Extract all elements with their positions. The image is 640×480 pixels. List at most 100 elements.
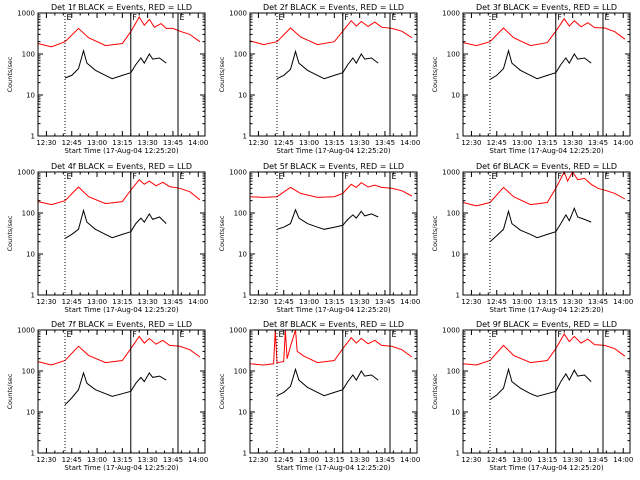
event-marker-label: E	[392, 330, 397, 339]
y-tick-label: 1	[243, 133, 247, 141]
y-tick-label: 100	[447, 210, 460, 218]
x-tick-label: 13:30	[563, 139, 583, 147]
x-tick-label: 13:30	[350, 456, 370, 464]
x-tick-label: 12:30	[248, 139, 268, 147]
y-tick-label: 100	[22, 210, 35, 218]
x-tick-label: 12:45	[487, 456, 507, 464]
y-axis-label: Counts/sec	[431, 215, 439, 251]
x-tick-label: 13:30	[563, 456, 583, 464]
plot-frame	[462, 171, 631, 296]
y-axis-label: Counts/sec	[218, 373, 226, 409]
y-tick-label: 1	[243, 450, 247, 458]
x-tick-label: 12:30	[248, 298, 268, 306]
x-tick-label: 13:30	[563, 298, 583, 306]
x-axis-label: Start Time (17-Aug-04 12:25:20)	[64, 464, 178, 472]
events-series-line	[276, 49, 379, 80]
panel-title: Det 3f BLACK = Events, RED = LLD	[476, 3, 617, 12]
x-tick-label: 13:30	[138, 298, 158, 306]
x-tick-label: 13:30	[350, 139, 370, 147]
panel-title: Det 6f BLACK = Events, RED = LLD	[476, 162, 617, 171]
x-tick-label: 12:45	[487, 298, 507, 306]
x-tick-label: 13:00	[299, 456, 319, 464]
events-series-line	[489, 48, 592, 80]
x-tick-label: 12:30	[461, 298, 481, 306]
lld-series-line	[37, 335, 201, 366]
y-tick-label: 10	[238, 251, 247, 259]
x-tick-label: 13:00	[512, 139, 532, 147]
event-marker-label: E	[278, 330, 283, 339]
x-tick-label: 13:30	[138, 139, 158, 147]
x-tick-label: 13:45	[375, 456, 395, 464]
y-tick-label: 1000	[229, 327, 247, 335]
y-tick-label: 1000	[17, 10, 35, 18]
x-tick-label: 12:45	[274, 456, 294, 464]
plot-frame	[37, 329, 206, 454]
event-marker-label: E	[605, 172, 610, 181]
event-marker-label: F	[557, 13, 562, 22]
lld-series-line	[249, 181, 413, 198]
x-tick-label: 13:00	[512, 298, 532, 306]
y-tick-label: 1	[31, 133, 35, 141]
event-marker-label: F	[557, 330, 562, 339]
y-tick-label: 100	[447, 368, 460, 376]
x-tick-label: 12:30	[461, 139, 481, 147]
events-series-line	[64, 48, 167, 80]
y-tick-label: 10	[238, 409, 247, 417]
x-axis-label: Start Time (17-Aug-04 12:25:20)	[276, 464, 390, 472]
y-tick-label: 1000	[442, 10, 460, 18]
x-tick-label: 14:00	[400, 139, 420, 147]
x-tick-label: 13:00	[87, 139, 107, 147]
x-tick-label: 13:15	[112, 456, 132, 464]
events-series-line	[64, 208, 167, 239]
x-tick-label: 13:15	[537, 298, 557, 306]
event-marker-label: E	[491, 172, 496, 181]
x-tick-label: 13:15	[112, 298, 132, 306]
y-tick-label: 1000	[442, 327, 460, 335]
y-tick-label: 1000	[17, 327, 35, 335]
x-tick-label: 13:00	[299, 139, 319, 147]
event-marker-label: E	[180, 172, 185, 181]
y-axis-label: Counts/sec	[6, 215, 14, 251]
x-axis-label: Start Time (17-Aug-04 12:25:20)	[276, 147, 390, 155]
x-tick-label: 13:45	[375, 139, 395, 147]
x-tick-label: 14:00	[613, 298, 633, 306]
x-tick-label: 14:00	[400, 456, 420, 464]
plot-frame	[462, 329, 631, 454]
y-axis-label: Counts/sec	[6, 373, 14, 409]
x-tick-label: 13:15	[537, 456, 557, 464]
x-tick-label: 12:30	[36, 456, 56, 464]
x-tick-label: 13:45	[163, 456, 183, 464]
x-tick-label: 12:30	[248, 456, 268, 464]
x-tick-label: 13:00	[87, 298, 107, 306]
y-tick-label: 10	[451, 251, 460, 259]
x-tick-label: 12:45	[62, 139, 82, 147]
y-tick-label: 100	[234, 51, 247, 59]
panel-title: Det 8f BLACK = Events, RED = LLD	[263, 320, 404, 329]
y-axis-label: Counts/sec	[218, 215, 226, 251]
y-tick-label: 10	[451, 92, 460, 100]
plot-frame	[249, 171, 418, 296]
event-marker-label: F	[344, 13, 349, 22]
x-tick-label: 12:45	[62, 456, 82, 464]
x-tick-label: 13:15	[324, 139, 344, 147]
y-tick-label: 100	[447, 51, 460, 59]
x-tick-label: 13:30	[138, 456, 158, 464]
x-axis-label: Start Time (17-Aug-04 12:25:20)	[64, 147, 178, 155]
event-marker-label: E	[66, 13, 71, 22]
x-tick-label: 12:30	[36, 139, 56, 147]
events-series-line	[489, 206, 592, 243]
x-tick-label: 14:00	[188, 298, 208, 306]
x-tick-label: 13:15	[324, 298, 344, 306]
events-series-line	[276, 367, 379, 397]
x-tick-label: 12:45	[62, 298, 82, 306]
plot-frame	[249, 12, 418, 137]
events-series-line	[489, 367, 592, 401]
